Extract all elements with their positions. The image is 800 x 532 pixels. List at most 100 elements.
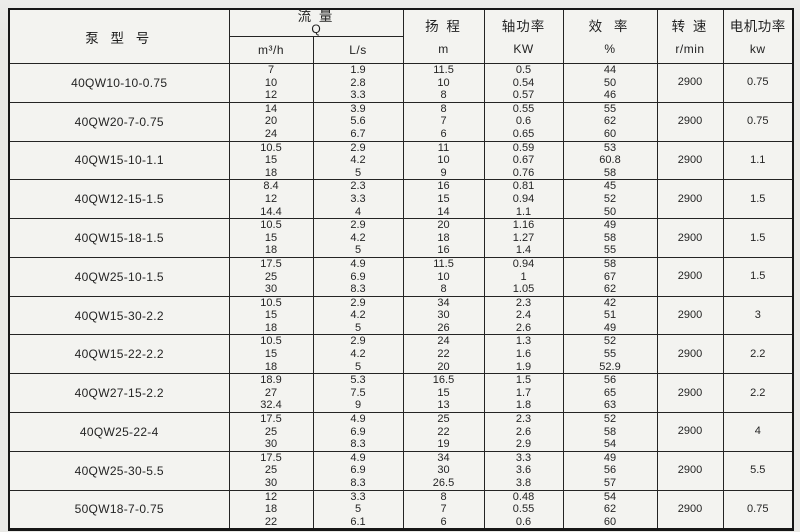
cell-shaft-power: 0.94 1 1.05 (483, 256, 564, 297)
cell-speed: 2900 (656, 140, 724, 181)
cell-flow-m3h: 18.9 27 32.4 (228, 373, 314, 414)
cell-flow-ls-value: 6.9 (350, 270, 366, 283)
cell-head-m: 34 30 26.5 (402, 450, 485, 491)
cell-shaft-power-value: 0.55 (512, 503, 535, 516)
cell-flow-m3h-value: 15 (264, 309, 278, 322)
cell-pump-model: 40QW15-18-1.5 (8, 218, 230, 258)
cell-efficiency-value: 55 (603, 348, 617, 361)
cell-efficiency-value: 52 (603, 192, 617, 205)
cell-speed: 2900 (656, 295, 724, 336)
cell-shaft-power: 0.81 0.94 1.1 (483, 179, 564, 220)
cell-shaft-power: 2.3 2.6 2.9 (483, 412, 564, 452)
cell-flow-m3h: 12 18 22 (228, 489, 314, 531)
cell-flow-m3h: 17.5 25 30 (228, 256, 314, 297)
cell-flow-ls: 2.9 4.2 5 (312, 295, 404, 336)
cell-shaft-power: 3.3 3.6 3.8 (483, 450, 564, 491)
cell-motor-power: 2.2 (722, 373, 794, 414)
cell-flow-m3h-value: 30 (264, 438, 278, 451)
cell-speed: 2900 (656, 334, 724, 375)
cell-flow-ls-value: 4.9 (350, 257, 366, 270)
cell-flow-ls: 3.3 5 6.1 (312, 489, 404, 531)
cell-flow-ls: 3.9 5.6 6.7 (312, 101, 404, 142)
cell-motor-power: 2.2 (722, 334, 794, 375)
header-efficiency: 效 率 % (562, 8, 658, 64)
cell-flow-m3h-value: 25 (264, 464, 278, 477)
cell-shaft-power-value: 3.8 (515, 477, 532, 489)
cell-efficiency: 52 58 54 (562, 412, 658, 452)
cell-flow-ls-value: 5 (354, 321, 362, 334)
cell-shaft-power-value: 2.3 (515, 296, 532, 309)
cell-flow-m3h-value: 17.5 (260, 413, 282, 426)
table-header: 泵 型 号 流 量 Q 扬 程 m 轴功率 (8, 8, 794, 64)
cell-flow-m3h: 7 10 12 (228, 63, 314, 103)
cell-head-m-value: 9 (440, 166, 447, 179)
cell-flow-m3h: 17.5 25 30 (228, 412, 314, 452)
cell-efficiency-value: 55 (603, 102, 617, 115)
cell-shaft-power-value: 0.55 (512, 102, 535, 115)
cell-shaft-power-value: 2.4 (515, 309, 532, 322)
cell-shaft-power-value: 1.1 (515, 205, 532, 218)
cell-efficiency-value: 57 (603, 477, 617, 489)
cell-efficiency-value: 62 (603, 283, 617, 296)
header-pump-model-label: 泵 型 号 (85, 30, 154, 46)
cell-shaft-power: 0.48 0.55 0.6 (483, 489, 564, 531)
cell-shaft-power-value: 1.8 (515, 399, 532, 412)
cell-efficiency-value: 60 (603, 127, 617, 140)
cell-efficiency: 53 60.8 58 (562, 140, 658, 181)
cell-shaft-power-value: 0.65 (512, 127, 535, 140)
cell-shaft-power-value: 1.3 (515, 335, 532, 348)
cell-speed: 2900 (656, 63, 724, 103)
cell-flow-ls: 1.9 2.8 3.3 (312, 63, 404, 103)
header-efficiency-unit: % (604, 42, 616, 56)
cell-speed: 2900 (656, 101, 724, 142)
cell-efficiency: 52 55 52.9 (562, 334, 658, 375)
table-row: 40QW25-22-4 17.5 25 30 4.9 6.9 8.3 25 22 19 2.3 2.6… (8, 412, 794, 452)
table-row: 40QW15-30-2.2 10.5 15 18 2.9 4.2 5 34 30 26 2.3 2.4… (8, 295, 794, 336)
cell-speed: 2900 (656, 256, 724, 297)
cell-flow-m3h-value: 18 (264, 166, 278, 179)
cell-speed: 2900 (656, 373, 724, 414)
cell-efficiency: 56 65 63 (562, 373, 658, 414)
cell-head-m: 16.5 15 13 (402, 373, 485, 414)
table-row: 50QW18-7-0.75 12 18 22 3.3 5 6.1 8 7 6 0.48 0.55 0.6… (8, 489, 794, 531)
cell-flow-m3h-value: 25 (264, 270, 278, 283)
cell-shaft-power-value: 1.05 (512, 283, 535, 296)
cell-flow-ls-value: 4.9 (350, 451, 366, 464)
cell-efficiency-value: 58 (603, 257, 617, 270)
cell-pump-model: 40QW15-22-2.2 (8, 334, 230, 375)
cell-flow-ls-value: 9 (354, 399, 362, 412)
cell-head-m-value: 15 (437, 386, 450, 399)
cell-flow-ls-value: 4.2 (350, 231, 366, 244)
cell-efficiency-value: 54 (603, 490, 617, 503)
header-head: 扬 程 m (402, 8, 485, 64)
cell-flow-m3h-value: 12 (264, 89, 278, 102)
cell-head-m-value: 26 (437, 321, 450, 334)
cell-efficiency-value: 46 (603, 89, 617, 102)
cell-flow-m3h-value: 8.4 (263, 180, 279, 193)
cell-flow-ls: 4.9 6.9 8.3 (312, 256, 404, 297)
cell-flow-m3h-value: 14 (264, 102, 278, 115)
table-row: 40QW15-10-1.1 10.5 15 18 2.9 4.2 5 11 10 9 0.59 0.6… (8, 140, 794, 181)
cell-head-m-value: 34 (437, 296, 450, 309)
cell-flow-ls-value: 6.9 (350, 425, 366, 438)
cell-flow-ls-value: 5 (354, 166, 362, 179)
header-shaft-power-label: 轴功率 (501, 19, 546, 34)
cell-efficiency-value: 58 (603, 166, 617, 179)
cell-shaft-power-value: 2.9 (515, 438, 532, 451)
cell-flow-m3h-value: 18 (264, 244, 278, 257)
cell-head-m: 20 18 16 (402, 218, 485, 258)
cell-flow-ls-value: 3.3 (350, 89, 366, 102)
cell-head-m-value: 20 (437, 219, 450, 232)
cell-motor-power: 4 (722, 412, 794, 452)
cell-motor-power: 5.5 (722, 450, 794, 491)
cell-speed: 2900 (656, 218, 724, 258)
cell-pump-model: 40QW27-15-2.2 (8, 373, 230, 414)
cell-flow-ls-value: 6.1 (350, 515, 366, 528)
cell-flow-ls-value: 8.3 (350, 283, 366, 296)
cell-flow-m3h-value: 18.9 (260, 374, 282, 387)
cell-pump-model: 40QW20-7-0.75 (8, 101, 230, 142)
cell-flow-ls: 2.9 4.2 5 (312, 140, 404, 181)
cell-shaft-power-value: 1.6 (515, 348, 532, 361)
cell-flow-ls-value: 3.3 (350, 192, 366, 205)
